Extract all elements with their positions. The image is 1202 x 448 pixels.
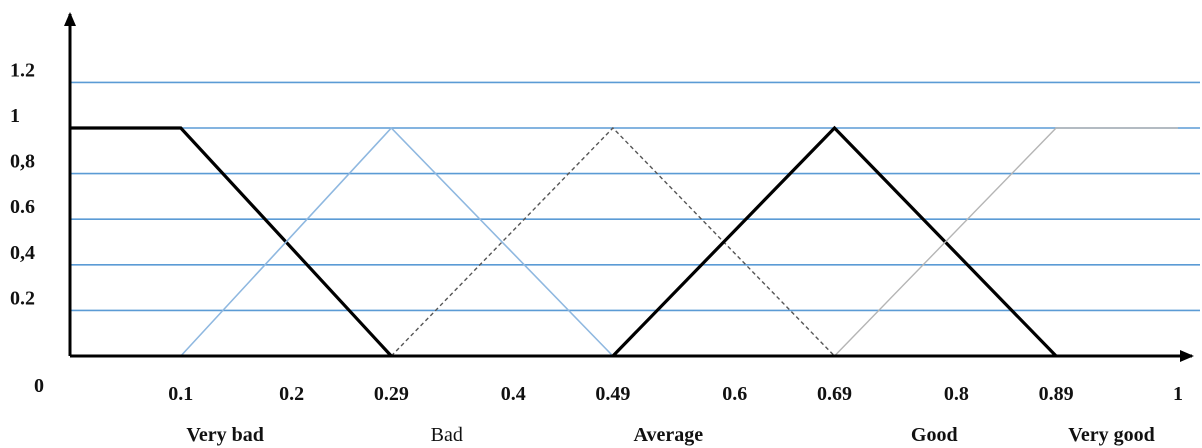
y-tick-labels: 0.2 0,4 0.6 0,8 1 1.2 — [10, 59, 35, 309]
membership-functions — [70, 125, 1178, 358]
x-tick-label-3: 0.4 — [501, 383, 526, 405]
x-tick-label-6: 0.69 — [817, 383, 852, 405]
x-tick-label-5: 0.6 — [722, 383, 747, 405]
axes — [64, 12, 1194, 362]
x-tick-label-2: 0.29 — [374, 383, 409, 405]
series-line-0 — [70, 126, 393, 358]
y-tick-label-1: 0,4 — [10, 242, 35, 264]
series-line-2 — [390, 126, 836, 357]
segment-label-0: Very bad — [186, 424, 264, 446]
segment-label-2: Average — [634, 424, 704, 446]
series-line-1 — [180, 126, 614, 357]
origin-label: 0 — [34, 375, 44, 397]
segment-label-1: Bad — [431, 424, 463, 446]
y-tick-label-4: 1 — [10, 105, 20, 127]
x-tick-label-8: 0.89 — [1039, 383, 1074, 405]
y-tick-label-3: 0,8 — [10, 151, 35, 173]
x-tick-label-4: 0.49 — [595, 383, 630, 405]
x-tick-label-0: 0.1 — [168, 383, 193, 405]
x-tick-label-7: 0.8 — [944, 383, 969, 405]
segment-labels: Very bad Bad Average Good Very good — [186, 424, 1154, 446]
segment-label-3: Good — [911, 424, 958, 446]
y-tick-label-0: 0.2 — [10, 287, 35, 309]
y-tick-label-5: 1.2 — [10, 59, 35, 81]
segment-label-4: Very good — [1068, 424, 1154, 446]
gridlines — [70, 81, 1200, 312]
series-line-4 — [833, 127, 1178, 357]
x-tick-label-9: 1 — [1173, 383, 1183, 405]
x-tick-labels: 0.1 0.2 0.29 0.4 0.49 0.6 0.69 0.8 0.89 1 — [168, 383, 1183, 405]
x-tick-label-1: 0.2 — [279, 383, 304, 405]
y-tick-label-2: 0.6 — [10, 196, 35, 218]
series-line-3 — [611, 125, 1058, 358]
